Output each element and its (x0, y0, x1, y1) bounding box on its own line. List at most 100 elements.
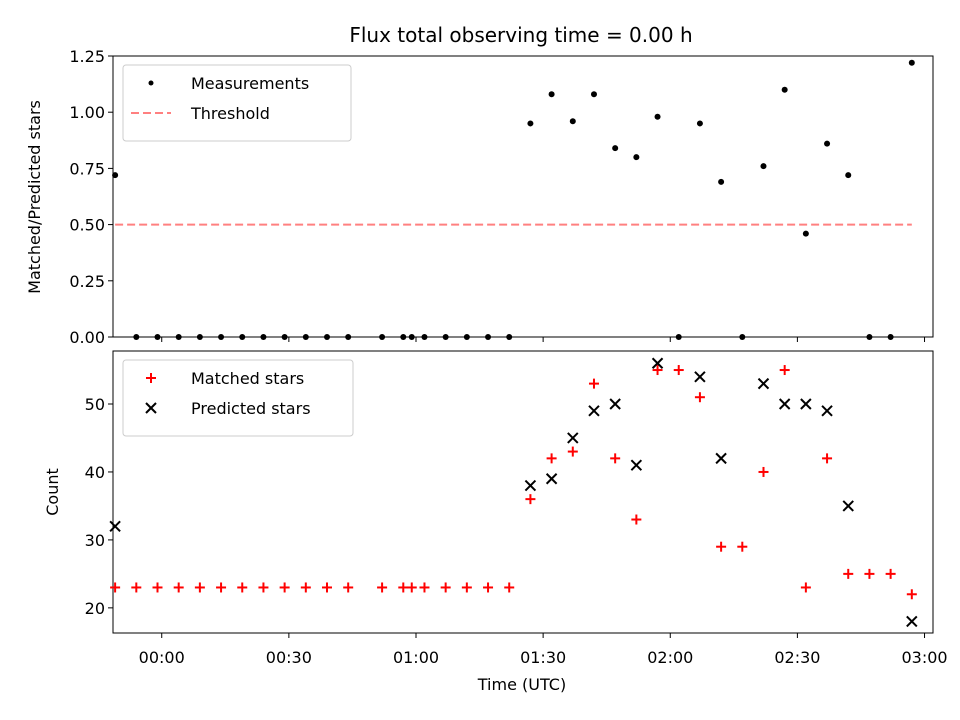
measurement-point (824, 140, 831, 147)
matched-star-marker (131, 582, 142, 593)
matched-star-marker (885, 568, 896, 579)
matched-star-marker (546, 453, 557, 464)
matched-star-marker (419, 582, 430, 593)
predicted-star-marker (609, 398, 621, 410)
predicted-star-marker (757, 377, 770, 390)
measurement-point (260, 334, 267, 340)
x-tick-label: 00:00 (139, 648, 185, 667)
matched-star-marker (864, 568, 875, 579)
measurement-point (696, 120, 703, 127)
matched-star-marker (758, 466, 769, 477)
matched-star-marker (610, 453, 621, 464)
matched-star-marker (673, 365, 684, 376)
measurement-point (633, 154, 640, 161)
legend-box (122, 359, 354, 437)
measurement-point (442, 334, 449, 340)
measurement-point (739, 334, 746, 340)
matched-star-marker (525, 494, 536, 505)
measurement-point (196, 334, 203, 340)
matched-star-marker (800, 582, 811, 593)
measurement-point (675, 334, 682, 340)
matched-star-marker (843, 568, 854, 579)
matched-star-marker (716, 541, 727, 552)
measurement-point (324, 334, 331, 340)
matched-star-marker (504, 582, 515, 593)
measurement-point (590, 91, 597, 98)
x-tick-label: 02:30 (774, 648, 820, 667)
matched-star-marker (588, 378, 599, 389)
matched-star-marker (398, 582, 409, 593)
matched-star-marker (906, 589, 917, 600)
measurement-point (866, 334, 873, 340)
top-panel: 0.00 0.25 0.50 0.75 1.00 1.25 Measurements Thre… (69, 47, 934, 347)
predicted-star-marker (778, 398, 791, 410)
matched-star-marker (279, 582, 290, 593)
legend: Matched stars Predicted stars (122, 359, 354, 437)
measurement-point (908, 59, 915, 66)
legend-measurement-swatch (148, 80, 154, 86)
measurement-point (421, 334, 428, 340)
y-tick-label: 20 (85, 599, 105, 618)
matched-star-marker (343, 582, 354, 593)
legend-matched-swatch (146, 373, 156, 383)
y-tick-label: 40 (85, 463, 105, 482)
legend: Measurements Threshold (122, 64, 352, 142)
y-tick-label: 50 (85, 395, 105, 414)
measurement-point (781, 86, 788, 93)
plot-area-frame (112, 55, 934, 338)
matched-star-marker (779, 365, 790, 376)
measurement-point (175, 334, 182, 340)
matched-star-marker (300, 582, 311, 593)
matched-star-marker (406, 582, 417, 593)
predicted-star-marker (524, 479, 537, 492)
measurement-point (133, 334, 140, 340)
matched-star-marker (652, 365, 663, 376)
x-tick-label: 00:30 (266, 648, 312, 667)
y-tick-label: 1.00 (69, 103, 105, 122)
predicted-star-marker (651, 357, 664, 369)
measurement-point (379, 334, 386, 340)
matched-star-marker (822, 453, 833, 464)
figure-title: Flux total observing time = 0.00 h (349, 23, 692, 47)
legend-label: Measurements (191, 74, 309, 93)
measurement-point (112, 172, 119, 179)
matched-star-marker (631, 514, 642, 525)
measurement-point (154, 334, 161, 340)
predicted-star-marker (694, 371, 706, 383)
y-tick-label: 0.25 (69, 272, 105, 291)
measurement-point (654, 113, 661, 120)
measurement-point (302, 334, 309, 340)
x-tick-label: 02:00 (647, 648, 693, 667)
matched-star-marker (173, 582, 184, 593)
legend-box (122, 64, 352, 142)
y-tick-label: 1.25 (69, 47, 105, 66)
y-tick-label: 30 (85, 531, 105, 550)
measurement-point (485, 334, 492, 340)
matched-star-marker (237, 582, 248, 593)
measurement-point (718, 178, 725, 185)
predicted-star-marker (567, 432, 579, 444)
measurement-point (281, 334, 288, 340)
measurement-point (239, 334, 246, 340)
measurement-point (506, 334, 513, 340)
measurement-point (218, 334, 225, 340)
matched-star-marker (567, 446, 578, 457)
matched-star-marker (377, 582, 388, 593)
predicted-star-marker (588, 405, 600, 417)
matched-star-marker (194, 582, 205, 593)
measurement-point (345, 334, 352, 340)
legend-label: Predicted stars (191, 399, 311, 418)
matched-star-marker (440, 582, 451, 593)
matched-star-marker (110, 582, 121, 593)
x-axis-title: Time (UTC) (477, 675, 566, 694)
top-y-axis-title: Matched/Predicted stars (25, 100, 44, 294)
predicted-star-marker (630, 459, 643, 471)
legend-label: Matched stars (191, 369, 304, 388)
bottom-y-axis-title: Count (43, 468, 62, 516)
x-tick-label: 01:00 (393, 648, 439, 667)
measurement-point (408, 334, 415, 340)
measurement-point (612, 145, 619, 152)
predicted-star-marker (800, 398, 812, 410)
predicted-star-marker (545, 473, 558, 485)
